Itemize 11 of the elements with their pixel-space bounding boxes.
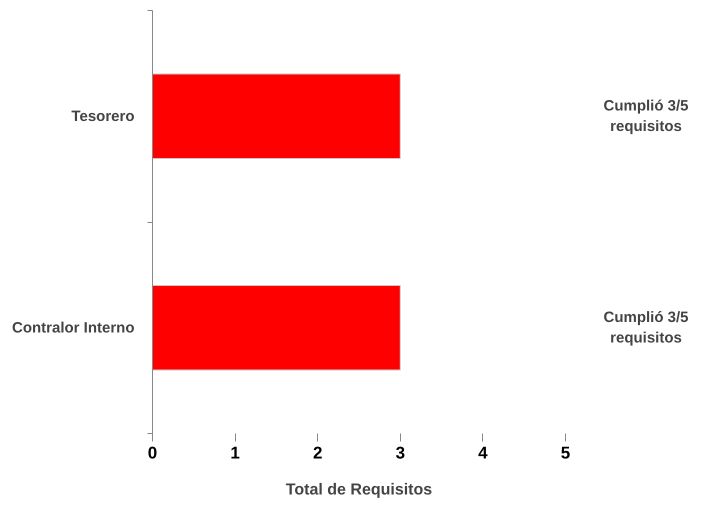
y-tick-label: Tesorero [71, 108, 134, 125]
x-tick-label: 0 [148, 444, 158, 462]
text: Cumplió 3/5 requisitos [603, 309, 689, 346]
y-tick-label: Contralor Interno [12, 319, 134, 336]
x-axis-title: Total de Requisitos [286, 482, 432, 498]
text: Cumplió 3/5 requisitos [603, 98, 689, 135]
x-tick-label: 1 [230, 444, 240, 462]
x-tick-label: 5 [560, 444, 570, 462]
x-tick-label: 2 [312, 444, 322, 462]
x-tick-label: 4 [478, 444, 488, 462]
x-tick-label: 3 [396, 444, 406, 462]
